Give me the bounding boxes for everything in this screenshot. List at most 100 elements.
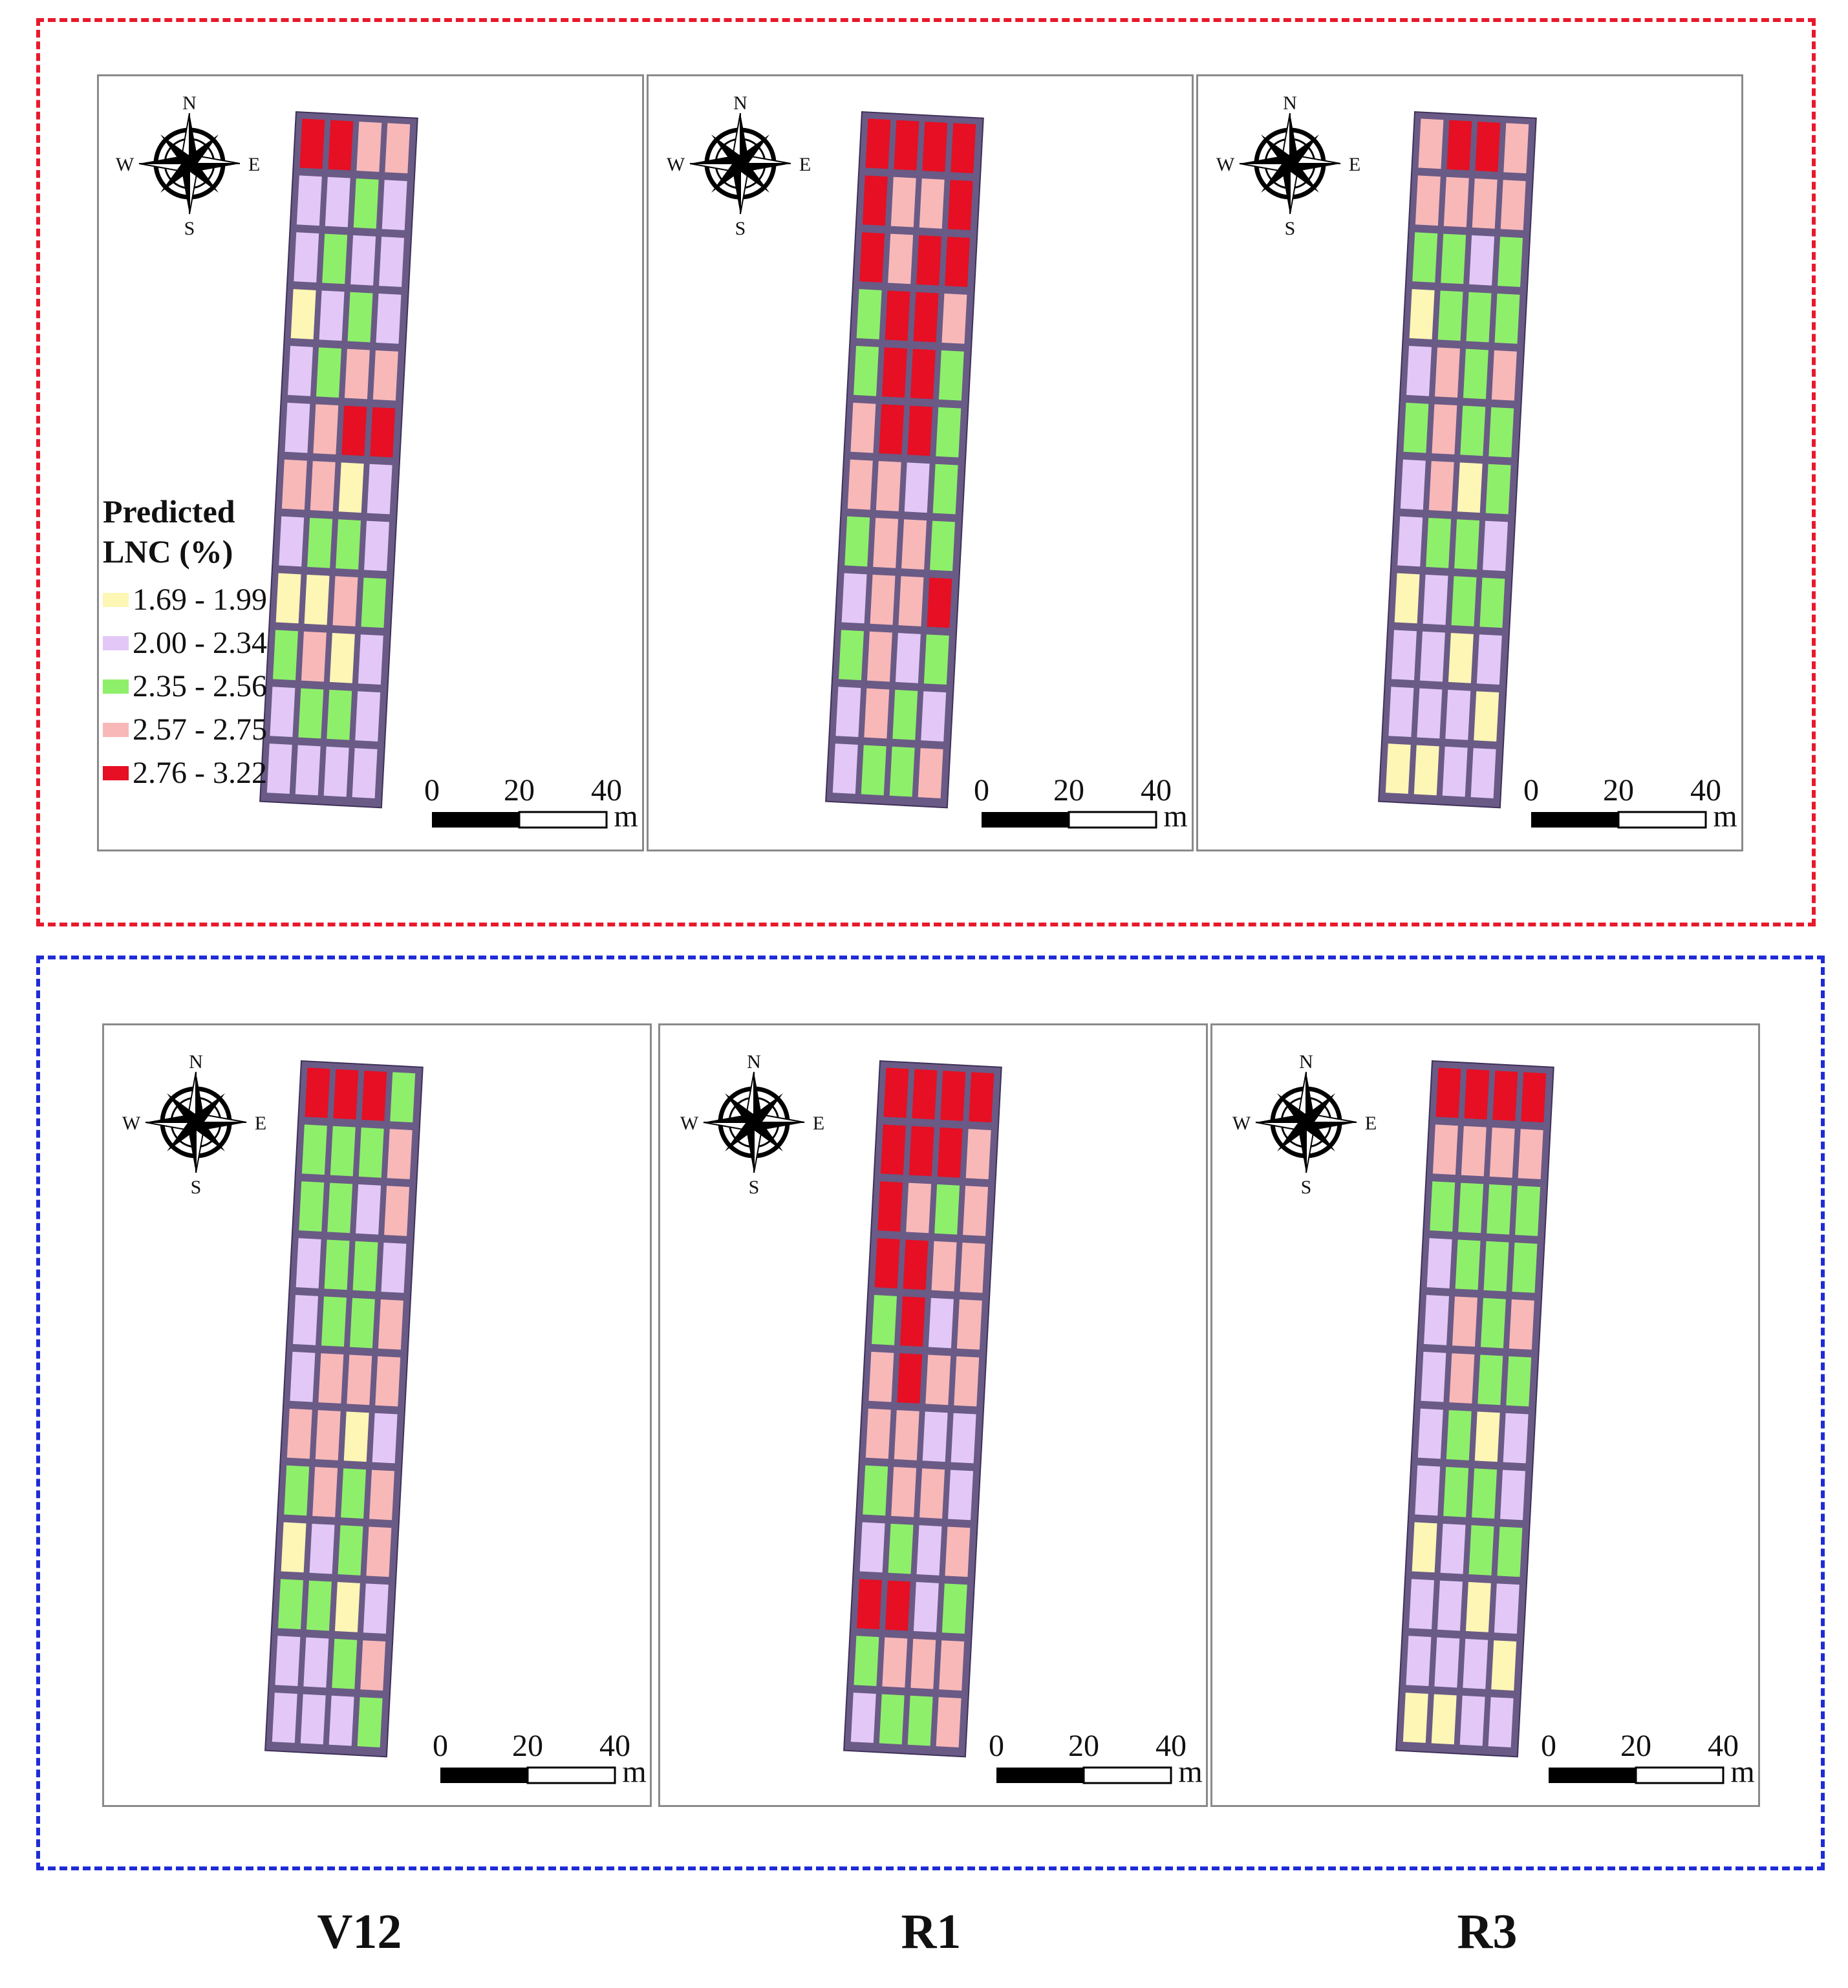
plot-cell	[1476, 634, 1502, 685]
plot-cell	[1406, 1636, 1432, 1687]
plot-cell	[325, 176, 350, 228]
plot-cell	[888, 233, 914, 284]
plot-cell	[1426, 1238, 1452, 1288]
scale-bar: 0 20 40m	[989, 1729, 1203, 1789]
plot-cell	[332, 1638, 358, 1689]
compass-label-w: W	[122, 1113, 141, 1134]
plot-cell	[1515, 1186, 1541, 1236]
plot-cell	[939, 1640, 965, 1691]
plot-cell	[1500, 1470, 1525, 1521]
plot-cell	[1397, 516, 1423, 567]
scale-tick-40: 40	[591, 773, 622, 807]
plot-cell	[925, 1354, 951, 1405]
plot-cell	[1419, 631, 1445, 682]
plot-cell	[284, 1465, 310, 1516]
compass-minor-point	[1277, 1093, 1311, 1128]
plot-cell	[1483, 520, 1508, 572]
field-background	[264, 1060, 424, 1758]
plot-cell	[366, 1526, 392, 1577]
plot-cell	[1474, 691, 1499, 742]
plot-cell	[937, 1127, 963, 1178]
plot-cell	[1402, 1693, 1428, 1743]
map-panel-bottom-r1: N S E W 0 20 40 m	[658, 1023, 1208, 1807]
plot-cell	[318, 1353, 344, 1404]
stage-label-v12: V12	[317, 1905, 402, 1959]
plot-cell	[870, 574, 896, 625]
plot-cell	[1472, 178, 1498, 229]
plot-cell	[901, 519, 927, 570]
compass-rose-icon: N S E W	[667, 92, 811, 239]
scale-tick-20: 20	[1068, 1729, 1099, 1763]
plot-cell	[299, 118, 325, 169]
legend-label: 2.00 - 2.34	[133, 625, 267, 660]
compass-minor-point	[1261, 134, 1295, 169]
map-canvas: N S E W 0 20 40m	[1232, 1051, 1755, 1789]
plot-cell	[361, 1071, 387, 1121]
legend-label: 2.57 - 2.75	[133, 712, 267, 747]
plot-cell	[1454, 519, 1480, 570]
map-panel-top-r1: N S E W 0 20 40 m	[647, 74, 1194, 851]
plot-cell	[294, 232, 319, 283]
plot-cell	[879, 404, 905, 454]
plot-cell	[854, 1636, 879, 1687]
plot-cell	[862, 175, 888, 226]
scale-tick-0: 0	[989, 1729, 1004, 1763]
plot-cell	[1415, 175, 1441, 226]
plot-cell	[347, 1354, 372, 1405]
plot-cell	[1435, 1067, 1461, 1118]
compass-label-n: N	[733, 92, 747, 114]
plot-cell	[847, 459, 873, 510]
compass-rose-icon: N S E W	[680, 1051, 824, 1198]
plot-cell	[279, 516, 305, 567]
compass-label-w: W	[116, 154, 134, 175]
plot-cell	[1503, 123, 1529, 174]
plot-cell	[327, 1182, 353, 1234]
plot-cell	[379, 237, 405, 287]
plot-cell	[832, 743, 858, 794]
plot-cell	[286, 1408, 312, 1459]
plot-cell	[266, 743, 292, 794]
scale-bar-black	[982, 812, 1069, 828]
plot-cell	[1442, 746, 1468, 797]
plot-cell	[352, 1241, 378, 1292]
compass-label-e: E	[1349, 154, 1360, 175]
plot-cell	[1500, 180, 1526, 231]
plot-cell	[1446, 1410, 1472, 1460]
plot-cell	[894, 120, 919, 171]
plot-cell	[350, 235, 376, 286]
plot-cell	[301, 1124, 327, 1175]
plot-cell	[1432, 1124, 1458, 1175]
plot-cell	[324, 1239, 350, 1290]
map-canvas: N S E W 0 20 40m	[1216, 92, 1737, 833]
compass-label-n: N	[1299, 1051, 1313, 1073]
plot-cell	[1400, 459, 1426, 510]
plot-cell	[328, 120, 354, 171]
scale-bar-white	[1082, 1766, 1172, 1784]
plot-cell	[1403, 402, 1429, 453]
field-background	[1378, 111, 1537, 809]
scale-tick-40: 40	[1141, 773, 1172, 807]
plot-cell	[1487, 1184, 1512, 1235]
field-background	[843, 1060, 1002, 1758]
plot-cell	[903, 1239, 929, 1290]
plot-cell	[1457, 462, 1483, 513]
scale-tick-20: 20	[1620, 1729, 1651, 1763]
legend-label: 1.69 - 1.99	[133, 582, 267, 617]
plot-cell	[334, 1582, 360, 1632]
plot-cell	[945, 1526, 971, 1577]
plot-cell	[888, 1523, 914, 1574]
legend-item: 2.57 - 2.75	[103, 708, 267, 751]
plot-cell	[1488, 407, 1514, 458]
plot-cell	[1437, 1580, 1463, 1631]
legend-swatch-class-4	[103, 722, 129, 737]
plot-cell	[378, 1299, 403, 1350]
field-strip	[259, 111, 418, 809]
plot-cell	[356, 122, 382, 172]
stage-label-r1: R1	[901, 1905, 962, 1959]
plot-cell	[856, 289, 882, 339]
plot-cell	[316, 347, 341, 398]
plot-cell	[938, 350, 964, 401]
plot-cell	[293, 1295, 318, 1345]
scale-bar-black	[1531, 812, 1618, 828]
plot-cell	[1463, 1638, 1488, 1689]
